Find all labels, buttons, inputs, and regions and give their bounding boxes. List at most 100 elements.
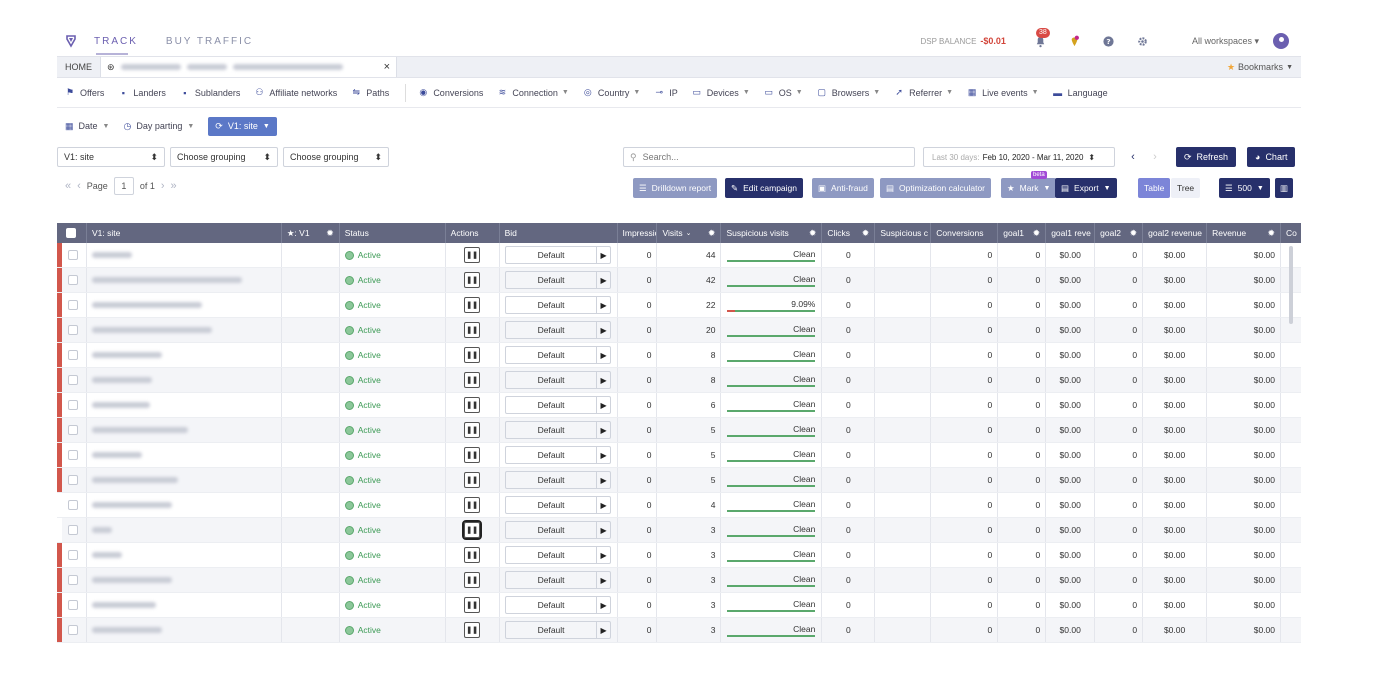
gear-icon[interactable]: ✹ <box>1129 227 1138 238</box>
first-page-icon[interactable]: « <box>65 180 72 192</box>
edit-campaign-button[interactable]: ✎ Edit campaign <box>725 178 803 198</box>
col-visits[interactable]: Visits ⌄ ✹ <box>657 223 722 243</box>
play-icon[interactable]: ▶ <box>596 572 610 588</box>
row-checkbox[interactable] <box>68 275 78 285</box>
site-cell[interactable] <box>87 243 282 267</box>
tab-track[interactable]: TRACK <box>94 28 138 55</box>
pause-button[interactable]: ❚❚ <box>464 622 481 638</box>
select-all-checkbox[interactable] <box>66 228 77 238</box>
columns-button[interactable]: ▥ <box>1275 178 1294 198</box>
entity-landers[interactable]: ▪ Landers <box>118 88 166 98</box>
entity-os[interactable]: ▭ OS ▼ <box>764 87 802 98</box>
entity-referrer[interactable]: ➚ Referrer ▼ <box>894 87 953 98</box>
col-goal1[interactable]: goal1 ✹ <box>998 223 1047 243</box>
search-input[interactable]: ⚲ Search... <box>623 147 915 167</box>
pause-button[interactable]: ❚❚ <box>464 322 481 338</box>
gear-icon[interactable]: ✹ <box>861 227 870 238</box>
table-row[interactable]: Active ❚❚ Default ▶ 0 4 Clean 0 0 0 $0.00 0 $0.00 $0.… <box>57 493 1301 518</box>
entity-browsers[interactable]: ▢ Browsers ▼ <box>817 87 880 98</box>
col-co[interactable]: Co <box>1286 228 1297 238</box>
prev-page-icon[interactable]: ‹ <box>77 180 81 192</box>
entity-offers[interactable]: ⚑ Offers <box>65 87 104 98</box>
date-range-picker[interactable]: Last 30 days: Feb 10, 2020 - Mar 11, 202… <box>923 147 1115 167</box>
bid-dropdown[interactable]: Default ▶ <box>505 321 612 339</box>
close-tab-icon[interactable]: × <box>383 61 390 73</box>
bid-dropdown[interactable]: Default ▶ <box>505 296 612 314</box>
row-checkbox[interactable] <box>68 600 78 610</box>
row-checkbox[interactable] <box>68 350 78 360</box>
bookmarks-button[interactable]: ★ Bookmarks ▼ <box>1227 57 1301 77</box>
workspaces-dropdown[interactable]: All workspaces ▾ <box>1191 35 1259 46</box>
col-goal1-revenue[interactable]: goal1 reve <box>1046 223 1096 243</box>
play-icon[interactable]: ▶ <box>596 447 610 463</box>
help-icon[interactable]: ? <box>1102 34 1116 48</box>
date-filter[interactable]: ▦ Date ▼ <box>65 121 109 132</box>
table-row[interactable]: Active ❚❚ Default ▶ 0 6 Clean 0 0 0 $0.00 0 $0.00 $0.… <box>57 393 1301 418</box>
entity-live-events[interactable]: ▦ Live events ▼ <box>967 87 1039 98</box>
bid-dropdown[interactable]: Default ▶ <box>505 396 612 414</box>
bid-dropdown[interactable]: Default ▶ <box>505 546 612 564</box>
gear-icon[interactable] <box>1136 34 1150 48</box>
pause-button[interactable]: ❚❚ <box>464 497 481 513</box>
entity-paths[interactable]: ⇋ Paths <box>351 87 390 98</box>
last-page-icon[interactable]: » <box>170 180 177 192</box>
row-checkbox[interactable] <box>68 575 78 585</box>
brand-logo-icon[interactable] <box>64 34 78 48</box>
site-cell[interactable] <box>87 543 282 567</box>
bid-dropdown[interactable]: Default ▶ <box>505 446 612 464</box>
play-icon[interactable]: ▶ <box>596 372 610 388</box>
pause-button[interactable]: ❚❚ <box>464 547 481 563</box>
row-checkbox[interactable] <box>68 475 78 485</box>
play-icon[interactable]: ▶ <box>596 322 610 338</box>
page-input[interactable]: 1 <box>113 177 134 195</box>
table-row[interactable]: Active ❚❚ Default ▶ 0 44 Clean 0 0 0 $0.00 0 $0.00 $0… <box>57 243 1301 268</box>
site-cell[interactable] <box>87 293 282 317</box>
row-checkbox[interactable] <box>68 375 78 385</box>
bell-icon[interactable]: 38 <box>1034 28 1050 48</box>
table-row[interactable]: Active ❚❚ Default ▶ 0 3 Clean 0 0 0 $0.00 0 $0.00 $0.… <box>57 543 1301 568</box>
row-checkbox[interactable] <box>68 300 78 310</box>
bid-dropdown[interactable]: Default ▶ <box>505 246 612 264</box>
col-goal2[interactable]: goal2 ✹ <box>1095 223 1144 243</box>
play-icon[interactable]: ▶ <box>596 272 610 288</box>
grouping-select-3[interactable]: Choose grouping ⬍ <box>283 147 389 167</box>
pause-button[interactable]: ❚❚ <box>464 472 481 488</box>
col-star-v1[interactable]: ★: V1 ✹ <box>282 223 340 243</box>
play-icon[interactable]: ▶ <box>596 547 610 563</box>
table-row[interactable]: Active ❚❚ Default ▶ 0 3 Clean 0 0 0 $0.00 0 $0.00 $0.… <box>57 593 1301 618</box>
site-cell[interactable] <box>87 368 282 392</box>
site-cell[interactable] <box>87 343 282 367</box>
pause-button[interactable]: ❚❚ <box>464 372 481 388</box>
site-cell[interactable] <box>87 568 282 592</box>
tab-campaign[interactable]: ⊛ × <box>101 57 397 77</box>
table-row[interactable]: Active ❚❚ Default ▶ 0 5 Clean 0 0 0 $0.00 0 $0.00 $0.… <box>57 443 1301 468</box>
tree-view-toggle[interactable]: Tree <box>1171 178 1201 198</box>
pause-button[interactable]: ❚❚ <box>462 520 483 540</box>
pin-icon[interactable] <box>1068 34 1082 48</box>
row-checkbox[interactable] <box>68 625 78 635</box>
site-cell[interactable] <box>87 468 282 492</box>
play-icon[interactable]: ▶ <box>596 397 610 413</box>
table-row[interactable]: Active ❚❚ Default ▶ 0 8 Clean 0 0 0 $0.00 0 $0.00 $0.… <box>57 368 1301 393</box>
bid-dropdown[interactable]: Default ▶ <box>505 521 612 539</box>
play-icon[interactable]: ▶ <box>596 422 610 438</box>
site-cell[interactable] <box>87 393 282 417</box>
pause-button[interactable]: ❚❚ <box>464 247 481 263</box>
col-v1-site[interactable]: V1: site <box>87 223 282 243</box>
next-period-button[interactable]: › <box>1153 151 1157 163</box>
export-button[interactable]: ▤ Export ▼ <box>1055 178 1117 198</box>
refresh-button[interactable]: ⟳ Refresh <box>1176 147 1237 167</box>
gear-icon[interactable]: ✹ <box>707 227 716 238</box>
pause-button[interactable]: ❚❚ <box>464 397 481 413</box>
site-cell[interactable] <box>87 443 282 467</box>
col-bid[interactable]: Bid <box>500 223 618 243</box>
user-avatar-icon[interactable] <box>1273 33 1289 49</box>
row-checkbox[interactable] <box>68 325 78 335</box>
row-checkbox[interactable] <box>68 400 78 410</box>
table-scrollbar[interactable] <box>1289 246 1293 324</box>
entity-ip[interactable]: ⊸ IP <box>654 87 678 98</box>
row-checkbox[interactable] <box>68 550 78 560</box>
pause-button[interactable]: ❚❚ <box>464 297 481 313</box>
row-checkbox[interactable] <box>68 500 78 510</box>
pause-button[interactable]: ❚❚ <box>464 597 481 613</box>
